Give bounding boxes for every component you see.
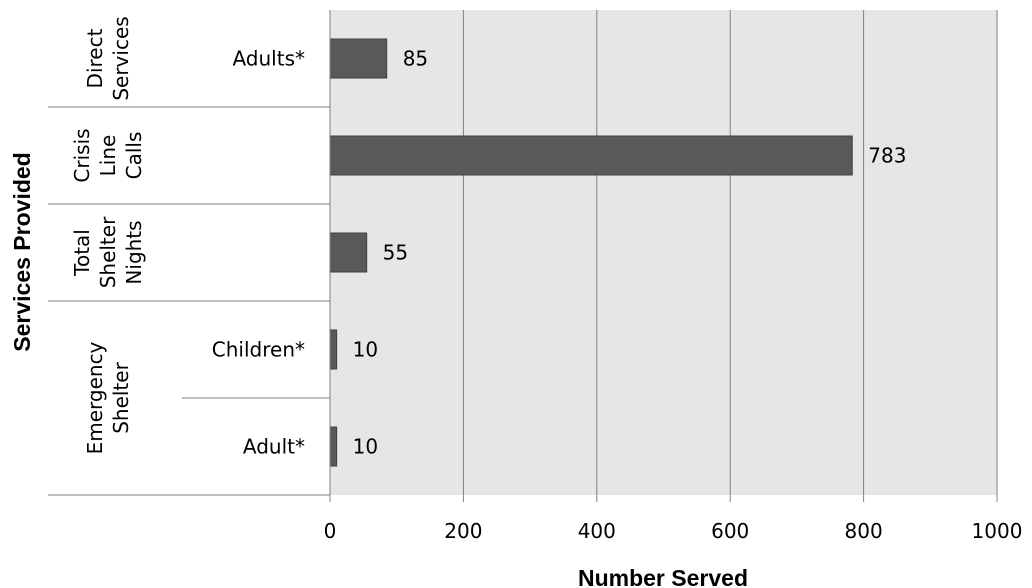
x-axis-title: Number Served	[578, 565, 748, 588]
bar	[329, 329, 338, 370]
group-label: Line	[96, 135, 120, 177]
data-label: 10	[353, 435, 378, 459]
x-tick-label: 200	[444, 519, 482, 543]
bar	[329, 426, 338, 467]
group-label: Services	[109, 16, 133, 100]
bar	[329, 232, 368, 273]
group-label: Nights	[122, 220, 146, 284]
gridlines	[329, 10, 998, 502]
data-label: 783	[868, 144, 906, 168]
x-tick-label: 600	[711, 519, 749, 543]
x-tick-label: 400	[578, 519, 616, 543]
group-label: Crisis	[70, 128, 94, 182]
x-tick-labels: 0 200 400 600 800 1000	[324, 519, 1023, 543]
group-label: Shelter	[96, 216, 120, 288]
category-label: Adult*	[243, 435, 305, 459]
x-tick-label: 0	[324, 519, 337, 543]
group-label: Direct	[83, 28, 107, 88]
plot-area	[330, 10, 997, 495]
category-label: Adults*	[232, 47, 305, 71]
data-label: 10	[353, 338, 378, 362]
category-axis	[48, 10, 331, 496]
data-label: 55	[383, 241, 408, 265]
group-label: Calls	[122, 132, 146, 180]
bar	[329, 135, 853, 176]
y-axis-title: Services Provided	[9, 152, 35, 351]
bar	[329, 38, 388, 79]
data-labels: 85 783 55 10 10	[353, 47, 907, 459]
category-labels: Adults* Children* Adult*	[212, 47, 305, 459]
data-label: 85	[403, 47, 428, 71]
x-tick-label: 1000	[972, 519, 1023, 543]
category-label: Children*	[212, 338, 305, 362]
group-label: Total	[70, 229, 94, 277]
group-label: Shelter	[109, 361, 133, 433]
x-tick-label: 800	[845, 519, 883, 543]
group-label: Emergency	[83, 341, 107, 454]
